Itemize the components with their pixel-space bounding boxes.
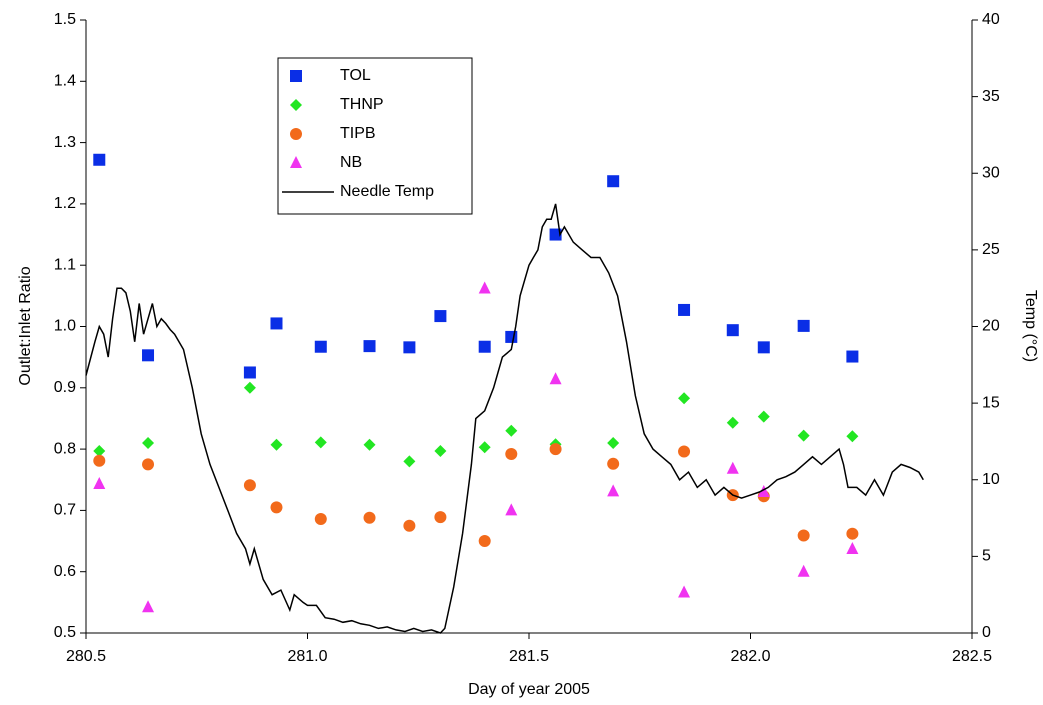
y2-tick-label: 10 xyxy=(982,471,1000,488)
point xyxy=(142,436,155,449)
x-tick-label: 281.0 xyxy=(287,648,327,665)
point xyxy=(93,444,106,457)
point xyxy=(846,527,859,540)
point xyxy=(363,438,376,451)
point xyxy=(403,455,416,468)
point xyxy=(434,310,447,323)
point xyxy=(403,519,416,532)
x-tick-label: 280.5 xyxy=(66,648,106,665)
y2-tick-label: 40 xyxy=(982,11,1000,28)
y-tick-label: 0.9 xyxy=(54,379,76,396)
y-tick-label: 1.3 xyxy=(54,134,76,151)
y-tick-label: 0.8 xyxy=(54,440,76,457)
legend-marker xyxy=(290,156,302,168)
point xyxy=(243,381,256,394)
point xyxy=(243,479,256,492)
legend-label: TOL xyxy=(340,67,371,84)
legend-marker xyxy=(290,70,302,82)
x-tick-label: 282.0 xyxy=(730,648,770,665)
point xyxy=(726,324,739,337)
point xyxy=(549,443,562,456)
point xyxy=(846,350,859,363)
point xyxy=(726,461,739,474)
point xyxy=(549,228,562,241)
point xyxy=(797,564,810,577)
legend-label: Needle Temp xyxy=(340,183,434,200)
x-tick-label: 281.5 xyxy=(509,648,549,665)
point xyxy=(726,416,739,429)
point xyxy=(314,436,327,449)
y-tick-label: 1.1 xyxy=(54,256,76,273)
point xyxy=(797,319,810,332)
point xyxy=(478,340,491,353)
point xyxy=(505,448,518,461)
x-axis-label: Day of year 2005 xyxy=(468,681,590,698)
y2-tick-label: 20 xyxy=(982,318,1000,335)
point xyxy=(142,600,155,613)
y2-tick-label: 25 xyxy=(982,241,1000,258)
point xyxy=(270,317,283,330)
y-axis-label: Outlet:Inlet Ratio xyxy=(17,266,34,385)
y2-axis-label: Temp (°C) xyxy=(1022,290,1039,362)
point xyxy=(505,424,518,437)
point xyxy=(363,511,376,524)
point xyxy=(678,303,691,316)
point xyxy=(93,153,106,166)
y-tick-label: 1.4 xyxy=(54,73,76,90)
point xyxy=(607,484,620,497)
point xyxy=(93,477,106,490)
y-tick-label: 1.5 xyxy=(54,11,76,28)
y2-tick-label: 30 xyxy=(982,164,1000,181)
point xyxy=(678,445,691,458)
y-tick-label: 0.7 xyxy=(54,502,76,519)
y-tick-label: 1.2 xyxy=(54,195,76,212)
point xyxy=(757,410,770,423)
point xyxy=(478,535,491,548)
temp-line xyxy=(85,203,924,634)
x-tick-label: 282.5 xyxy=(952,648,992,665)
point xyxy=(757,485,770,498)
legend-marker xyxy=(290,128,302,140)
point xyxy=(505,330,518,343)
point xyxy=(142,458,155,471)
point xyxy=(363,340,376,353)
point xyxy=(678,392,691,405)
point xyxy=(678,585,691,598)
y2-tick-label: 0 xyxy=(982,624,991,641)
legend-label: TIPB xyxy=(340,125,376,142)
point xyxy=(434,444,447,457)
y2-tick-label: 15 xyxy=(982,394,1000,411)
legend-label: THNP xyxy=(340,96,384,113)
y2-tick-label: 5 xyxy=(982,548,991,565)
point xyxy=(270,438,283,451)
point xyxy=(846,542,859,555)
point xyxy=(757,341,770,354)
point xyxy=(846,430,859,443)
point xyxy=(403,341,416,354)
point xyxy=(797,429,810,442)
point xyxy=(607,457,620,470)
point xyxy=(314,512,327,525)
legend-label: NB xyxy=(340,154,362,171)
point xyxy=(607,436,620,449)
point xyxy=(142,349,155,362)
point xyxy=(314,340,327,353)
point xyxy=(434,511,447,524)
point xyxy=(93,454,106,467)
y-tick-label: 0.6 xyxy=(54,563,76,580)
legend-box xyxy=(277,57,473,215)
point xyxy=(607,175,620,188)
point xyxy=(243,366,256,379)
point xyxy=(549,372,562,385)
legend-marker xyxy=(290,99,302,111)
y-tick-label: 0.5 xyxy=(54,624,76,641)
point xyxy=(478,441,491,454)
point xyxy=(478,281,491,294)
point xyxy=(505,503,518,516)
point xyxy=(797,529,810,542)
y-tick-label: 1.0 xyxy=(54,318,76,335)
y2-tick-label: 35 xyxy=(982,88,1000,105)
point xyxy=(270,501,283,514)
